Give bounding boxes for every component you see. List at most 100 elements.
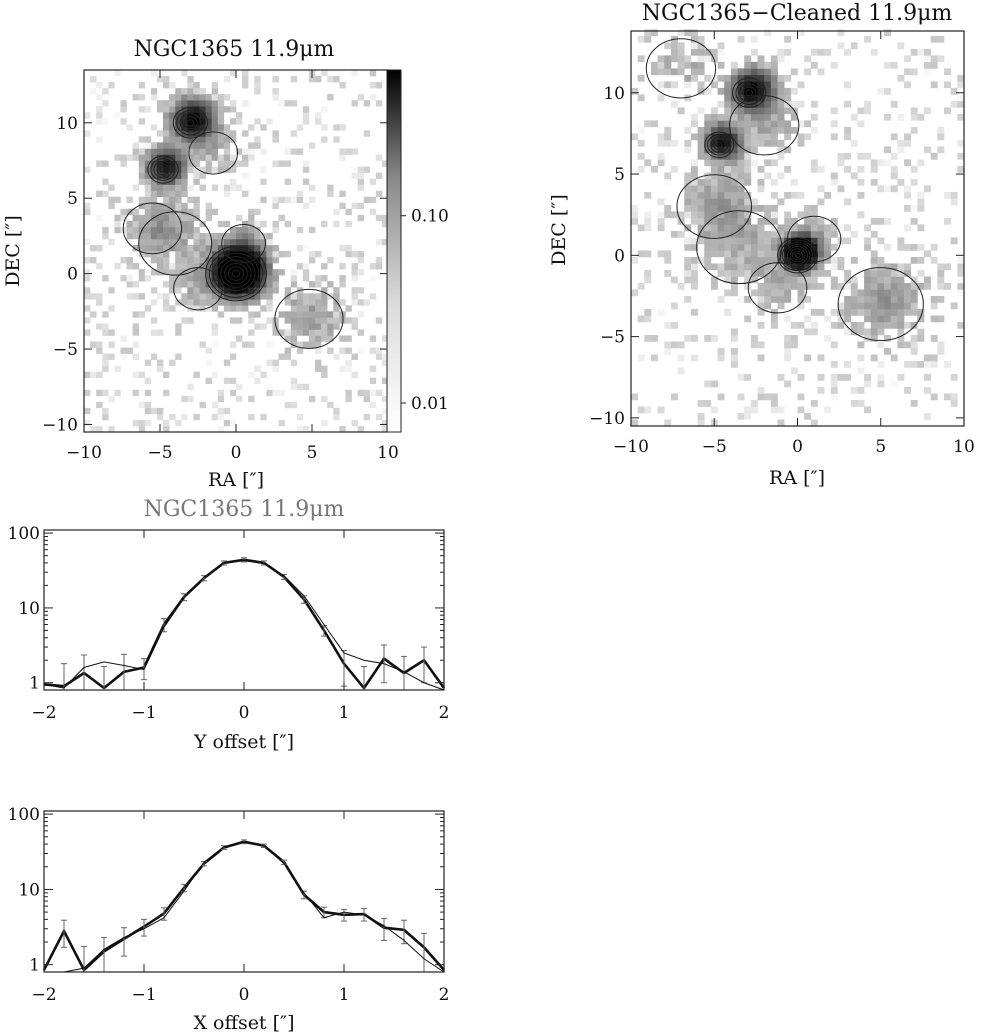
map-pixel <box>248 263 255 270</box>
map-pixel <box>884 146 892 154</box>
contour-line <box>777 237 818 274</box>
map-pixel <box>175 263 182 270</box>
map-pixel <box>211 341 219 348</box>
map-pixel <box>697 68 705 76</box>
map-pixel <box>770 276 778 284</box>
map-pixel <box>193 263 200 270</box>
x-tick-label: −1 <box>131 703 156 723</box>
map-pixel <box>175 142 182 149</box>
map-pixel <box>321 263 328 270</box>
map-pixel <box>944 68 951 76</box>
map-pixel <box>790 68 798 76</box>
map-pixel <box>369 208 377 216</box>
map-pixel <box>248 275 255 282</box>
map-pixel <box>777 198 785 206</box>
map-pixel <box>223 305 231 312</box>
map-pixel <box>169 172 176 179</box>
map-pixel <box>937 341 945 349</box>
map-pixel <box>737 217 745 225</box>
map-pixel <box>266 263 273 270</box>
map-pixel <box>757 120 765 128</box>
map-pixel <box>126 293 133 300</box>
map-pixel <box>217 263 225 270</box>
map-pixel <box>704 185 712 193</box>
map-pixel <box>345 395 352 403</box>
map-pixel <box>837 308 845 316</box>
map-pixel <box>957 152 965 160</box>
map-pixel <box>315 341 322 348</box>
map-pixel <box>737 295 745 303</box>
map-pixel <box>90 244 97 252</box>
map-pixel <box>750 146 758 154</box>
map-pixel <box>884 269 892 277</box>
map-pixel <box>175 419 182 427</box>
map-pixel <box>730 211 738 219</box>
map-pixel <box>254 244 261 252</box>
map-pixel <box>737 224 745 232</box>
map-pixel <box>757 386 765 394</box>
map-pixel <box>957 81 965 89</box>
map-pixel <box>924 61 931 69</box>
map-pixel <box>156 232 164 240</box>
y-tick-label: 10 <box>18 599 40 619</box>
map-pixel <box>670 48 678 56</box>
map-pixel <box>657 55 665 63</box>
map-pixel <box>737 269 745 277</box>
map-pixel <box>193 106 200 113</box>
map-pixel <box>717 237 725 245</box>
map-pixel <box>248 208 255 216</box>
map-clean-panel: NGC1365−Cleaned 11.9μm −10 −5 0 5 10−10−5051… <box>548 1 975 489</box>
map-pixel <box>272 202 279 210</box>
map-raw-contours <box>122 107 344 349</box>
map-pixel <box>229 377 237 385</box>
map-pixel <box>357 94 364 101</box>
map-pixel <box>217 275 225 282</box>
map-pixel <box>84 419 91 427</box>
map-pixel <box>187 257 194 264</box>
map-pixel <box>717 263 725 271</box>
y-tick-label: −10 <box>42 415 78 435</box>
map-pixel <box>730 81 738 89</box>
contour-line <box>735 80 764 105</box>
map-pixel <box>381 353 389 360</box>
map-pixel <box>96 106 103 113</box>
map-pixel <box>684 269 692 277</box>
map-pixel <box>169 305 176 312</box>
map-pixel <box>193 281 200 288</box>
map-pixel <box>917 256 925 264</box>
map-pixel <box>870 328 878 336</box>
map-pixel <box>684 263 692 271</box>
map-pixel <box>744 295 752 303</box>
map-pixel <box>757 133 765 141</box>
map-pixel <box>90 311 97 318</box>
x-tick-label: 5 <box>307 443 318 463</box>
map-pixel <box>132 154 140 161</box>
map-pixel <box>784 107 792 115</box>
map-pixel <box>730 224 738 232</box>
map-pixel <box>260 244 267 252</box>
map-pixel <box>730 191 738 199</box>
map-pixel <box>790 126 798 134</box>
map-pixel <box>193 305 200 312</box>
map-pixel <box>890 185 898 193</box>
map-pixel <box>102 359 109 366</box>
map-pixel <box>199 148 206 155</box>
map-pixel <box>631 289 638 297</box>
map-pixel <box>637 139 645 147</box>
map-pixel <box>156 413 164 421</box>
map-pixel <box>169 112 176 119</box>
map-pixel <box>757 165 765 173</box>
map-pixel <box>764 204 772 212</box>
map-pixel <box>144 136 152 143</box>
map-pixel <box>187 214 194 222</box>
map-pixel <box>302 383 310 391</box>
map-pixel <box>302 341 310 348</box>
map-pixel <box>205 142 212 149</box>
map-pixel <box>910 107 918 115</box>
map-pixel <box>717 191 725 199</box>
map-pixel <box>830 217 838 225</box>
map-pixel <box>333 407 340 415</box>
map-pixel <box>302 118 310 125</box>
map-pixel <box>229 275 237 282</box>
map-pixel <box>950 87 958 95</box>
